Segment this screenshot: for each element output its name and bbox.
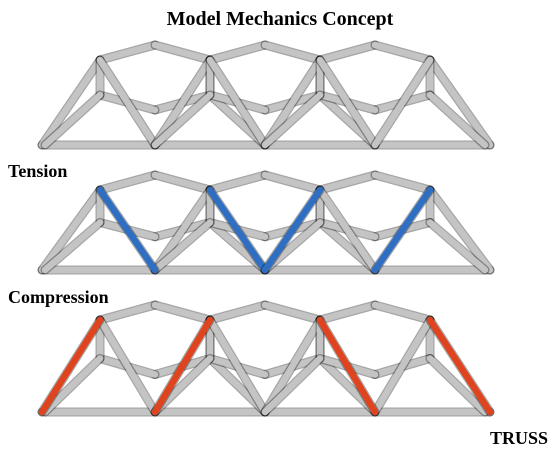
member <box>320 45 375 60</box>
member <box>100 45 155 60</box>
member <box>375 60 430 145</box>
member <box>265 305 320 320</box>
member <box>320 305 375 320</box>
member <box>100 175 155 190</box>
truss-label: TRUSS <box>490 428 548 448</box>
title: Model Mechanics Concept <box>167 8 394 30</box>
member <box>100 305 155 320</box>
member <box>100 60 155 145</box>
member <box>210 175 265 190</box>
member <box>265 45 320 60</box>
member <box>320 175 375 190</box>
member <box>375 45 430 60</box>
member <box>375 320 430 412</box>
member <box>155 45 210 60</box>
member <box>155 305 210 320</box>
diagram: Model Mechanics Concept Tension Compress… <box>0 0 552 450</box>
compression-label: Compression <box>8 287 109 307</box>
member <box>375 175 430 190</box>
trusses <box>42 45 490 412</box>
member <box>210 45 265 60</box>
tension-label: Tension <box>8 161 67 181</box>
member <box>265 175 320 190</box>
member <box>210 305 265 320</box>
member <box>375 305 430 320</box>
member <box>155 175 210 190</box>
member <box>100 320 155 412</box>
